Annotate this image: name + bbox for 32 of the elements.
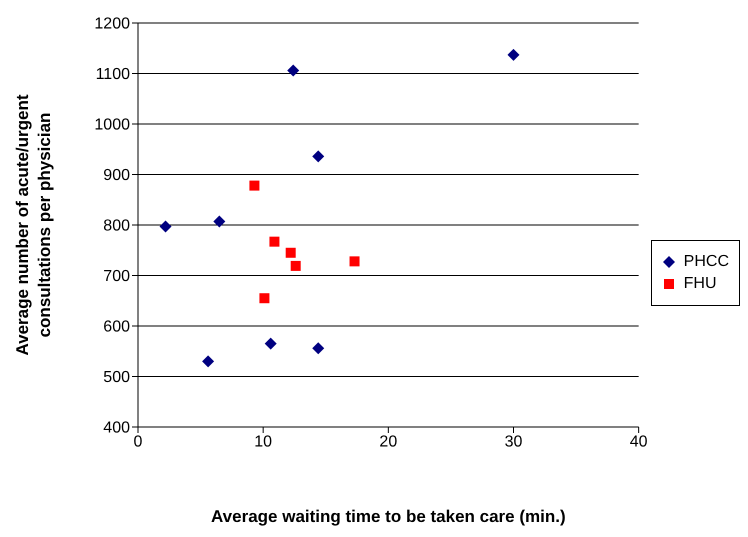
point [507, 48, 520, 61]
point [312, 342, 324, 354]
point [312, 150, 324, 162]
y-tick-label: 1200 [94, 16, 130, 33]
point [264, 338, 277, 350]
point [213, 215, 226, 228]
x-tick-label: 10 [254, 433, 272, 450]
y-axis-title: Average number of acute/urgent consultations per physician [13, 94, 54, 356]
y-tick-label: 400 [103, 420, 130, 437]
legend-label: PHCC [684, 252, 729, 270]
point [249, 180, 260, 191]
point [286, 248, 296, 258]
point [350, 256, 360, 266]
y-tick-label: 500 [103, 369, 130, 386]
point [160, 220, 172, 233]
x-tick-label: 0 [134, 433, 143, 450]
point [259, 293, 270, 304]
point [290, 260, 301, 271]
y-tick-label: 800 [103, 218, 130, 235]
y-tick-label: 900 [103, 167, 130, 184]
y-tick-label: 700 [103, 268, 130, 286]
x-tick-label: 20 [379, 433, 398, 450]
point [287, 64, 300, 76]
x-axis-title: Average waiting time to be taken care (min.) [211, 507, 566, 526]
legend-label: FHU [684, 274, 717, 292]
y-tick-label: 1100 [96, 66, 130, 84]
x-tick-label: 30 [504, 433, 522, 450]
y-tick-label: 1000 [94, 116, 130, 134]
point [202, 355, 214, 368]
x-tick-label: 40 [630, 433, 648, 450]
point [269, 236, 280, 247]
y-tick-label: 600 [103, 318, 130, 336]
